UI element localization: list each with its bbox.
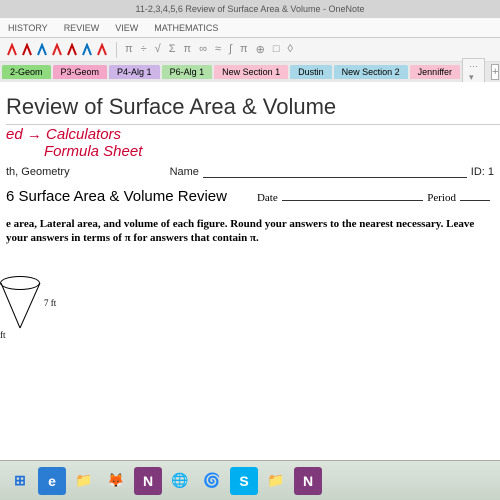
taskbar-icon-4[interactable]: N: [134, 467, 162, 495]
tool-symbol-0[interactable]: π: [125, 43, 133, 56]
section-tab-p4-alg-1[interactable]: P4-Alg 1: [109, 65, 160, 79]
doc-class: th, Geometry: [6, 166, 70, 178]
pen-gallery: [6, 43, 108, 57]
section-tab-new-section-1[interactable]: New Section 1: [214, 65, 288, 79]
doc-subtitle: 6 Surface Area & Volume Review: [6, 188, 227, 205]
date-label: Date: [257, 192, 278, 204]
section-tab-dustin[interactable]: Dustin: [290, 65, 332, 79]
tool-symbol-9[interactable]: ⊕: [256, 43, 265, 56]
page-canvas[interactable]: Review of Surface Area & Volume ed → Cal…: [0, 82, 500, 460]
section-tab-2-geom[interactable]: 2-Geom: [2, 65, 51, 79]
date-blank: [282, 189, 424, 201]
pen-tool-3[interactable]: [51, 43, 63, 57]
section-tab-p6-alg-1[interactable]: P6-Alg 1: [162, 65, 213, 79]
tool-symbol-1[interactable]: ÷: [141, 43, 147, 56]
page-title[interactable]: Review of Surface Area & Volume: [6, 94, 500, 125]
pen-tool-2[interactable]: [36, 43, 48, 57]
ribbon-tab-history[interactable]: HISTORY: [8, 23, 48, 33]
tool-symbol-7[interactable]: ∫: [229, 43, 232, 56]
taskbar-icon-8[interactable]: 📁: [262, 467, 290, 495]
name-blank: [203, 166, 467, 178]
taskbar: ⊞e📁🦊N🌐🌀S📁N: [0, 460, 500, 500]
handwriting-line1: ed → Calculators: [6, 127, 500, 144]
taskbar-icon-7[interactable]: S: [230, 467, 258, 495]
tool-symbol-8[interactable]: π: [240, 43, 248, 56]
pen-tool-1[interactable]: [21, 43, 33, 57]
tool-symbol-6[interactable]: ≈: [215, 43, 221, 56]
taskbar-icon-5[interactable]: 🌐: [166, 467, 194, 495]
cone-lines: [0, 282, 42, 330]
tool-symbol-3[interactable]: Σ: [169, 43, 176, 56]
fig-height-label: 7 ft: [44, 298, 56, 308]
tool-symbol-11[interactable]: ◊: [287, 43, 292, 56]
tool-symbol-5[interactable]: ∞: [199, 43, 207, 56]
instructions-text: e area, Lateral area, and volume of each…: [6, 217, 494, 246]
tool-symbol-2[interactable]: √: [155, 43, 161, 56]
taskbar-icon-9[interactable]: N: [294, 467, 322, 495]
pen-tool-4[interactable]: [66, 43, 78, 57]
period-blank: [460, 189, 490, 201]
taskbar-icon-6[interactable]: 🌀: [198, 467, 226, 495]
toolbar-divider: [116, 42, 117, 58]
section-tab-new-section-2[interactable]: New Section 2: [334, 65, 408, 79]
toolbar: π ÷ √ Σπ ∞ ≈ ∫ π ⊕ □ ◊: [0, 38, 500, 62]
doc-subtitle-row: 6 Surface Area & Volume Review Date Peri…: [6, 188, 494, 205]
tool-row: π ÷ √ Σπ ∞ ≈ ∫ π ⊕ □ ◊: [125, 43, 293, 56]
id-label: ID: 1: [471, 166, 494, 178]
ribbon-tab-math[interactable]: Mathematics: [154, 23, 218, 33]
pen-tool-6[interactable]: [96, 43, 108, 57]
pen-tool-0[interactable]: [6, 43, 18, 57]
fig-radius-label: ft: [0, 330, 6, 340]
pen-tool-5[interactable]: [81, 43, 93, 57]
taskbar-icon-1[interactable]: e: [38, 467, 66, 495]
doc-header-row: th, Geometry Name ID: 1: [6, 166, 494, 178]
name-label: Name: [170, 166, 199, 178]
window-title: 11-2,3,4,5,6 Review of Surface Area & Vo…: [136, 4, 365, 14]
ribbon-tabs: HISTORY REVIEW VIEW Mathematics: [0, 18, 500, 38]
handwriting-line2: Formula Sheet: [44, 144, 500, 161]
section-tab-jenniffer[interactable]: Jenniffer: [410, 65, 460, 79]
tool-symbol-4[interactable]: π: [184, 43, 192, 56]
add-section-button[interactable]: +: [491, 64, 499, 80]
ribbon-tab-view[interactable]: VIEW: [115, 23, 138, 33]
section-tab-p3-geom[interactable]: P3-Geom: [53, 65, 108, 79]
tool-symbol-10[interactable]: □: [273, 43, 280, 56]
taskbar-icon-0[interactable]: ⊞: [6, 467, 34, 495]
taskbar-icon-3[interactable]: 🦊: [102, 467, 130, 495]
ribbon-tab-review[interactable]: REVIEW: [64, 23, 100, 33]
section-tabs: 2-GeomP3-GeomP4-Alg 1P6-Alg 1New Section…: [0, 62, 500, 82]
taskbar-icon-2[interactable]: 📁: [70, 467, 98, 495]
cone-figure: 7 ft ft: [0, 276, 60, 346]
handwriting-annotation: ed → Calculators Formula Sheet: [6, 127, 500, 160]
title-bar: 11-2,3,4,5,6 Review of Surface Area & Vo…: [0, 0, 500, 18]
period-label: Period: [427, 192, 456, 204]
